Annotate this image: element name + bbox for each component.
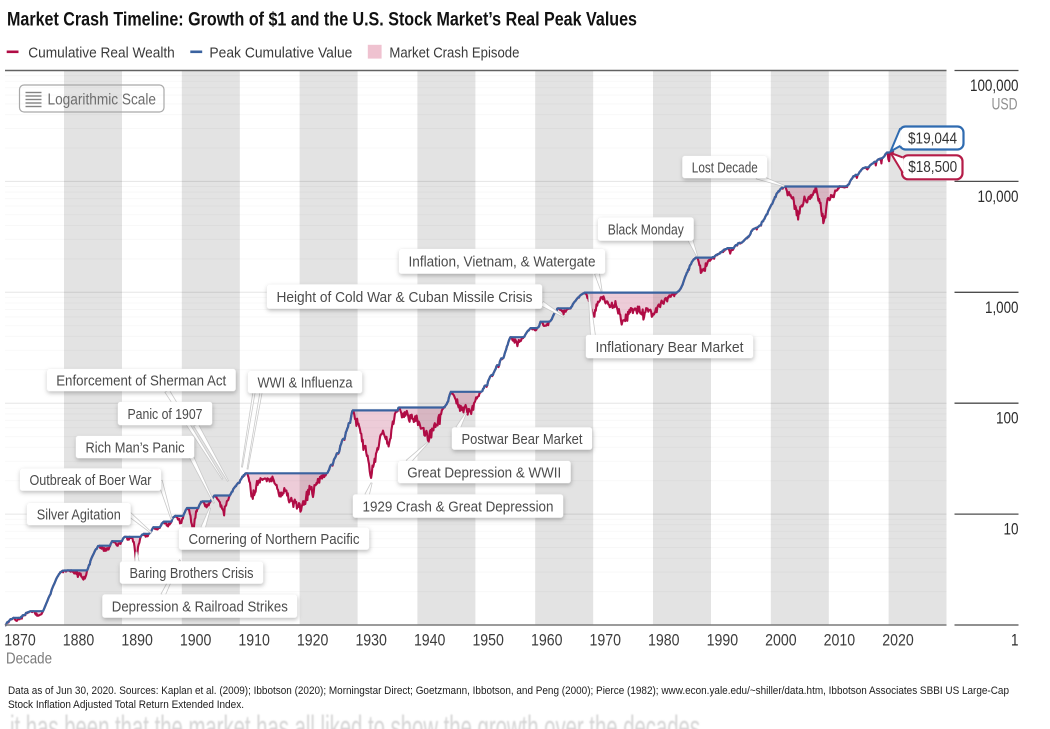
svg-text:Cornering of Northern Pacific: Cornering of Northern Pacific [189,531,360,548]
svg-text:100: 100 [996,410,1019,428]
svg-text:1930: 1930 [355,632,387,650]
svg-text:100,000: 100,000 [970,77,1019,95]
svg-text:1870: 1870 [4,632,36,650]
svg-text:$19,044: $19,044 [908,131,957,148]
svg-text:Silver Agitation: Silver Agitation [37,506,121,523]
svg-text:1990: 1990 [707,632,739,650]
svg-text:10,000: 10,000 [978,188,1019,206]
svg-text:1980: 1980 [648,632,680,650]
svg-text:1960: 1960 [531,632,563,650]
svg-text:$18,500: $18,500 [908,159,957,176]
svg-text:Panic of 1907: Panic of 1907 [128,406,203,423]
svg-text:1890: 1890 [121,632,153,650]
svg-text:1940: 1940 [414,632,446,650]
svg-text:it has been that the market ha: it has been that the market has all like… [10,709,700,729]
svg-text:Logarithmic Scale: Logarithmic Scale [48,92,157,109]
svg-text:Black Monday: Black Monday [608,221,684,238]
svg-text:Lost Decade: Lost Decade [692,159,758,176]
svg-text:1,000: 1,000 [985,299,1019,317]
svg-text:Stock Inflation Adjusted Total: Stock Inflation Adjusted Total Return Ex… [8,699,244,711]
svg-text:Peak Cumulative Value: Peak Cumulative Value [209,45,352,62]
svg-text:2010: 2010 [824,632,856,650]
svg-text:2000: 2000 [765,632,797,650]
svg-text:Inflationary Bear Market: Inflationary Bear Market [596,339,745,356]
svg-text:1970: 1970 [590,632,622,650]
svg-text:Cumulative Real Wealth: Cumulative Real Wealth [28,45,175,62]
svg-text:Great Depression & WWII: Great Depression & WWII [407,464,561,481]
svg-text:1929 Crash & Great Depression: 1929 Crash & Great Depression [363,498,554,515]
svg-text:Decade: Decade [6,651,52,668]
svg-text:Postwar Bear Market: Postwar Bear Market [462,431,584,448]
svg-text:2020: 2020 [882,632,914,650]
svg-text:Baring Brothers Crisis: Baring Brothers Crisis [130,565,254,582]
svg-text:Enforcement of Sherman Act: Enforcement of Sherman Act [56,372,227,389]
svg-text:1880: 1880 [63,632,95,650]
svg-text:1900: 1900 [180,632,212,650]
svg-text:Market Crash Timeline: Growth: Market Crash Timeline: Growth of $1 and … [7,10,637,31]
svg-text:Outbreak of Boer War: Outbreak of Boer War [30,472,152,489]
svg-text:1950: 1950 [472,632,504,650]
svg-text:1910: 1910 [238,632,270,650]
svg-text:WWI & Influenza: WWI & Influenza [258,374,353,391]
svg-text:Market Crash Episode: Market Crash Episode [389,45,519,62]
svg-text:Inflation, Vietnam, & Watergat: Inflation, Vietnam, & Watergate [409,254,596,271]
svg-text:10: 10 [1004,521,1019,539]
svg-text:Rich Man’s Panic: Rich Man’s Panic [86,439,185,456]
svg-text:Data as of Jun 30, 2020. Sourc: Data as of Jun 30, 2020. Sources: Kaplan… [8,685,1009,697]
svg-text:Height of Cold War & Cuban Mis: Height of Cold War & Cuban Missile Crisi… [277,289,533,306]
svg-text:1: 1 [1011,632,1019,650]
svg-text:Depression & Railroad Strikes: Depression & Railroad Strikes [112,598,288,615]
svg-text:1920: 1920 [297,632,329,650]
svg-text:USD: USD [992,96,1018,114]
